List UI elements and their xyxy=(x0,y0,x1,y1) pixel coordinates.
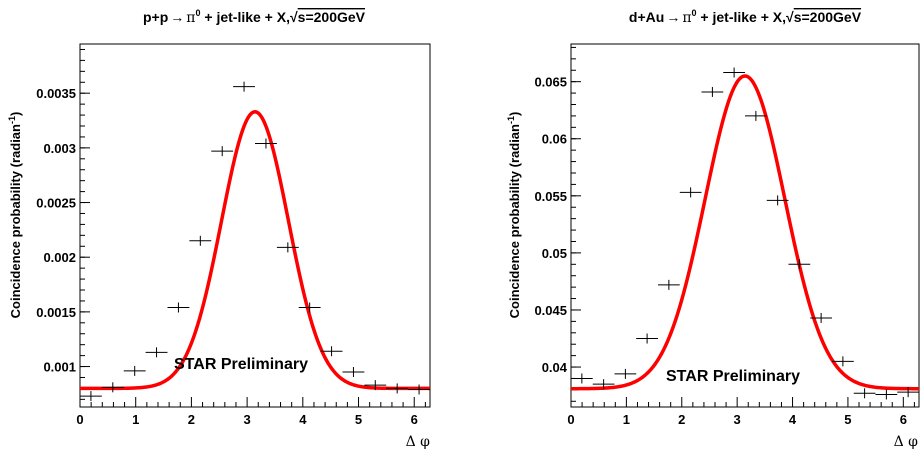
x-tick-label: 2 xyxy=(678,412,685,427)
y-tick-label: 0.0025 xyxy=(36,196,76,211)
x-tick-label: 5 xyxy=(844,412,851,427)
x-tick-label: 1 xyxy=(623,412,630,427)
plot-frame xyxy=(79,43,431,408)
y-tick-label: 0.001 xyxy=(43,360,76,375)
plot-frame xyxy=(570,43,920,408)
data-point xyxy=(145,347,168,358)
data-point xyxy=(320,346,343,357)
y-axis-label: Coincidence probability (radian-1) xyxy=(7,112,23,319)
x-axis-label: Δ φ xyxy=(406,434,431,450)
data-point xyxy=(123,365,146,376)
y-tick-label: 0.065 xyxy=(534,75,567,90)
x-tick-label: 6 xyxy=(411,412,418,427)
data-point xyxy=(614,368,637,379)
y-tick-label: 0.06 xyxy=(542,132,567,147)
data-point xyxy=(167,302,190,313)
data-point xyxy=(386,383,409,394)
data-point xyxy=(657,279,680,290)
data-point xyxy=(101,382,124,393)
x-tick-label: 4 xyxy=(299,412,307,427)
data-point xyxy=(342,367,365,378)
plot-area: 0 1 2 3 4 5 6 0.04 0.045 0.05 0.055 0.06 0.065 xyxy=(534,43,920,427)
y-tick-label: 0.003 xyxy=(43,141,76,156)
data-point xyxy=(636,333,658,344)
x-tick-label: 0 xyxy=(567,412,574,427)
y-tick-label: 0.04 xyxy=(542,360,568,375)
plot-area: 0 1 2 3 4 5 6 0.001 0.0015 0.002 0.0025 0.003 0.0035 xyxy=(36,43,431,427)
data-point xyxy=(875,389,898,400)
x-tick-label: 0 xyxy=(76,412,83,427)
x-tick-label: 2 xyxy=(188,412,195,427)
chart-title: p+p → π0 + jet-like + X,√s=200GeV xyxy=(143,8,366,26)
fit-curve xyxy=(571,74,919,391)
data-point xyxy=(189,235,212,246)
data-point xyxy=(723,67,745,78)
y-tick-label: 0.045 xyxy=(534,303,567,318)
y-tick-label: 0.0015 xyxy=(36,305,76,320)
x-tick-label: 5 xyxy=(355,412,362,427)
chart-title: d+Au → π0 + jet-like + X,√s=200GeV xyxy=(629,8,862,26)
data-point xyxy=(408,384,430,395)
y-tick-label: 0.002 xyxy=(43,250,76,265)
x-tick-label: 6 xyxy=(900,412,907,427)
data-point xyxy=(571,373,593,384)
data-point xyxy=(853,388,876,399)
data-point xyxy=(276,242,299,253)
x-axis-label: Δ φ xyxy=(894,434,919,450)
data-point xyxy=(701,86,724,97)
x-tick-label: 3 xyxy=(243,412,250,427)
data-point xyxy=(592,379,615,390)
fit-curve xyxy=(80,110,430,391)
data-point xyxy=(255,138,277,149)
data-point xyxy=(679,187,702,198)
data-point xyxy=(211,146,234,157)
data-point xyxy=(364,380,387,391)
y-tick-label: 0.05 xyxy=(542,246,567,261)
data-point xyxy=(745,110,767,121)
data-point xyxy=(766,195,789,206)
data-point xyxy=(788,259,811,270)
star-preliminary-label: STAR Preliminary xyxy=(666,368,800,385)
chart-panel-pp: p+p → π0 + jet-like + X,√s=200GeV Coincide… xyxy=(7,8,431,450)
y-axis-label: Coincidence probability (radian-1) xyxy=(506,112,522,319)
data-point xyxy=(810,312,832,323)
y-tick-label: 0.055 xyxy=(534,189,567,204)
x-tick-label: 3 xyxy=(734,412,741,427)
data-point xyxy=(298,302,321,313)
x-tick-label: 4 xyxy=(789,412,797,427)
x-tick-label: 1 xyxy=(132,412,139,427)
data-point xyxy=(233,81,255,92)
data-point xyxy=(832,356,854,367)
data-point xyxy=(897,387,919,398)
chart-panel-dau: d+Au → π0 + jet-like + X,√s=200GeV Coincid… xyxy=(506,8,920,450)
data-point xyxy=(80,391,102,402)
y-tick-label: 0.0035 xyxy=(36,86,76,101)
star-preliminary-label: STAR Preliminary xyxy=(174,356,308,373)
